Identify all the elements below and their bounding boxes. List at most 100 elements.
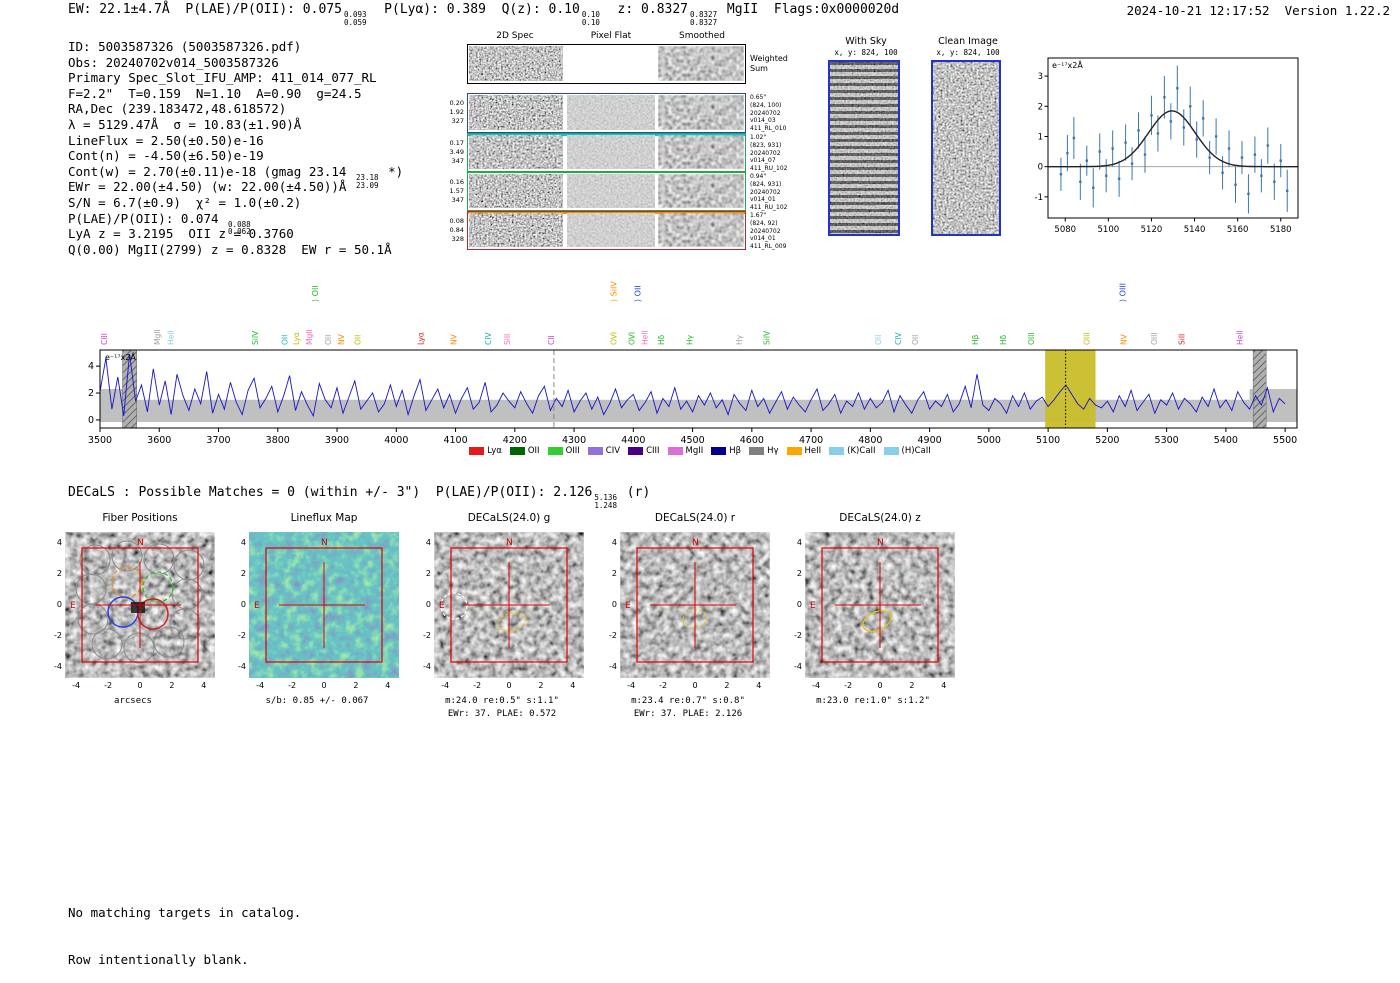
- emission-line-label: NV: [1119, 333, 1128, 345]
- x-tick-label: 0: [506, 681, 512, 690]
- y-tick-label: 2: [796, 568, 802, 578]
- text-segment: P(Lyα): 0.389 Q(z): 0.10: [368, 2, 580, 17]
- text-segment: ID: 5003587326 (5003587326.pdf): [68, 39, 302, 54]
- cutout-title: Lineflux Map: [290, 512, 358, 524]
- clean-image-title: Clean Image: [938, 36, 998, 47]
- data-point: [1150, 114, 1153, 117]
- legend-swatch: [547, 447, 563, 455]
- x-tick-label: -4: [72, 681, 81, 690]
- x-tick-label: 5180: [1270, 225, 1292, 235]
- y-tick-label: 2: [611, 568, 617, 578]
- fiber-positions-image: N E: [65, 532, 215, 678]
- cutout-caption2: EWr: 37. PLAE: 0.572: [447, 709, 557, 719]
- info-line: λ = 5129.47Å σ = 10.83(±1.90)Å: [68, 117, 403, 133]
- emission-line-label: CIII: [100, 333, 109, 345]
- legend-label: Hβ: [729, 446, 742, 456]
- legend-label: OII: [527, 446, 540, 456]
- info-line: RA,Dec (239.183472,48.618572): [68, 101, 403, 117]
- cutout-caption: arcsecs: [114, 696, 152, 706]
- y-tick-label: 4: [56, 537, 62, 547]
- clean-image-xy: x, y: 824, 100: [936, 48, 1000, 57]
- x-tick-label: 5080: [1054, 225, 1076, 235]
- emission-line-label: OIII: [1083, 332, 1092, 345]
- row-scale-labels: 0.08 0.84 328: [449, 217, 464, 243]
- emission-line-label: OII: [354, 335, 363, 345]
- legend-label: CIII: [646, 446, 660, 456]
- highlight-band: [1045, 350, 1096, 428]
- data-point: [1156, 132, 1160, 135]
- x-tick-label: 4: [570, 681, 576, 690]
- info-line: LineFlux = 2.50(±0.50)e-16: [68, 133, 403, 149]
- x-tick-label: 3600: [147, 435, 171, 446]
- smoothed-image: [658, 95, 744, 130]
- y-tick-label: 0: [796, 600, 802, 609]
- data-point: [1117, 177, 1121, 180]
- y-tick-label: -4: [238, 662, 246, 672]
- y-tick-label: 0: [1038, 163, 1043, 173]
- row-fiber-info: 0.65" (824, 100) 20240702 v014_03 411_RL…: [750, 94, 787, 133]
- info-line: LyA z = 3.2195 OII z = 0.3760: [68, 226, 403, 242]
- info-line: S/N = 6.7(±0.9) χ² = 1.0(±0.2): [68, 195, 403, 211]
- x-tick-label: 5400: [1214, 435, 1238, 446]
- cutout-title: Fiber Positions: [102, 512, 178, 524]
- emission-line-label-top: ⟩ OIII: [1119, 283, 1128, 302]
- data-point: [1286, 189, 1289, 193]
- data-point: [1169, 120, 1173, 123]
- row-fiber-info: 0.94" (824, 931) 20240702 v014_01 411_RU…: [750, 173, 788, 212]
- emission-line-label: HeII: [641, 330, 650, 345]
- x-tick-label: 2: [538, 681, 544, 690]
- data-point: [1059, 173, 1063, 176]
- emission-line-label: Lyα: [292, 332, 301, 345]
- emission-line-label: OII: [280, 335, 289, 345]
- footer-line-2: Row intentionally blank.: [68, 951, 249, 967]
- cutout-title: DECaLS(24.0) r: [654, 512, 736, 524]
- header-summary: EW: 22.1±4.7Å P(LAE)/P(OII): 0.075 0.093 0…: [68, 2, 899, 27]
- x-tick-label: 5000: [977, 435, 1001, 446]
- smoothed-image: [658, 213, 744, 247]
- emission-line-label: MgII: [153, 329, 162, 345]
- x-tick-label: -2: [659, 681, 668, 690]
- col-title-pixelflat: Pixel Flat: [590, 31, 632, 41]
- data-point: [1079, 180, 1082, 183]
- pixelflat-image: [567, 135, 655, 169]
- text-segment: *): [380, 163, 404, 179]
- info-line: Cont(n) = -4.50(±6.50)e-19: [68, 148, 403, 164]
- data-point: [1176, 86, 1179, 90]
- x-tick-label: 4400: [621, 435, 645, 446]
- smoothed-image: [658, 46, 744, 81]
- x-tick-label: -2: [473, 681, 482, 690]
- legend-item: (H)CaII: [883, 446, 931, 456]
- emission-line-label: NV: [337, 333, 346, 345]
- spec2d-image: [469, 135, 563, 169]
- sup-sub-value: 5.136 1.248: [594, 493, 617, 510]
- data-point: [1182, 126, 1185, 129]
- fiber-circle-green: [142, 571, 174, 603]
- emission-line-label: SiIV: [251, 330, 260, 345]
- x-tick-label: 4600: [740, 435, 764, 446]
- info-line: P(LAE)/P(OII): 0.074 0.088 0.062: [68, 211, 403, 236]
- legend-label: MgII: [685, 446, 704, 456]
- info-line: Q(0.00) MgII(2799) z = 0.8328 EW r = 50.…: [68, 242, 403, 258]
- text-segment: S/N = 6.7(±0.9) χ² = 1.0(±0.2): [68, 194, 302, 210]
- text-segment: (r): [618, 485, 651, 500]
- y-tick-label: 4: [240, 537, 246, 547]
- row-fiber-info: Weighted Sum: [750, 54, 788, 74]
- emission-line-label: OII: [324, 335, 333, 345]
- legend-item: CIV: [587, 446, 620, 456]
- x-tick-label: -4: [812, 681, 821, 690]
- cutout-fiber-positions: Fiber Positions N E arcsecs -4 -4 -2 -2 0 0 2 2…: [47, 510, 219, 725]
- smoothed-image: [658, 135, 744, 169]
- fiber-noise-overlay: [830, 62, 898, 234]
- text-segment: Primary Spec_Slot_IFU_AMP: 411_014_077_R…: [68, 70, 377, 86]
- emission-line-label: MgII: [305, 329, 314, 345]
- data-point: [1137, 129, 1140, 132]
- x-tick-label: -4: [441, 681, 450, 690]
- sup-sub-value: 0.10 0.10: [581, 10, 600, 27]
- legend-swatch: [883, 447, 899, 455]
- row-fiber-info: 1.02" (823, 931) 20240702 v014_07 411_RU…: [750, 134, 788, 173]
- cutout-title: DECaLS(24.0) g: [467, 512, 551, 524]
- info-line: F=2.2" T=0.159 N=1.10 A=0.90 g=24.5: [68, 86, 403, 102]
- emission-line-label: OVI: [610, 332, 619, 345]
- y-tick-label: 2: [88, 388, 94, 399]
- spec2d-image: [469, 46, 563, 81]
